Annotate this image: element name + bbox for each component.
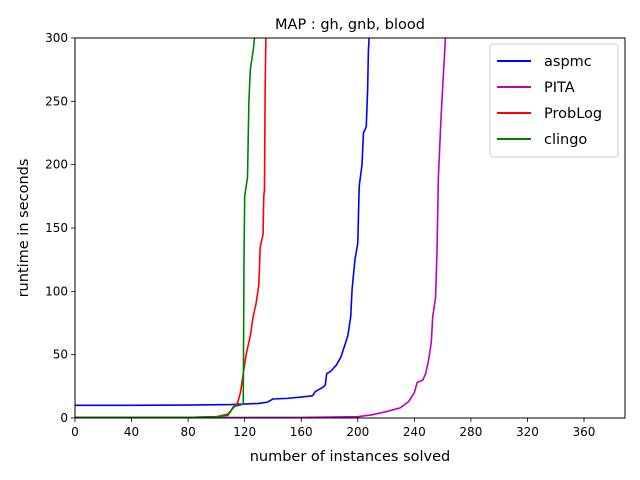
x-tick-label: 0	[71, 425, 79, 439]
y-axis-label: runtime in seconds	[16, 159, 32, 298]
series-line-clingo	[75, 37, 256, 419]
x-tick-label: 280	[459, 425, 482, 439]
x-axis-label: number of instances solved	[250, 449, 451, 465]
legend: aspmc PITA ProbLog clingo	[489, 43, 619, 158]
y-tick-label: 0	[60, 411, 68, 425]
legend-label-pita: PITA	[544, 80, 575, 96]
series-line-aspmc	[75, 37, 370, 407]
y-tick-label: 300	[45, 31, 68, 45]
x-tick-label: 120	[233, 425, 256, 439]
series-line-pita	[75, 37, 447, 419]
y-tick-label: 50	[53, 348, 68, 362]
y-tick-label: 100	[45, 284, 68, 298]
legend-label-aspmc: aspmc	[544, 54, 592, 70]
legend-label-clingo: clingo	[544, 132, 587, 148]
y-axis: 0 50 100 150 200 250 300	[45, 31, 75, 425]
legend-frame	[489, 43, 619, 158]
legend-label-problog: ProbLog	[544, 106, 602, 122]
x-tick-label: 160	[290, 425, 313, 439]
x-tick-label: 40	[124, 425, 139, 439]
x-tick-label: 240	[403, 425, 426, 439]
y-tick-label: 250	[45, 94, 68, 108]
y-tick-label: 200	[45, 158, 68, 172]
x-tick-label: 360	[573, 425, 596, 439]
chart-title: MAP : gh, gnb, blood	[275, 17, 425, 33]
series-layer	[75, 37, 447, 419]
x-tick-label: 80	[180, 425, 195, 439]
x-tick-label: 200	[346, 425, 369, 439]
x-axis: 0 40 80 120 160 200 240 280 320 360	[71, 418, 595, 439]
x-tick-label: 320	[516, 425, 539, 439]
y-tick-label: 150	[45, 221, 68, 235]
